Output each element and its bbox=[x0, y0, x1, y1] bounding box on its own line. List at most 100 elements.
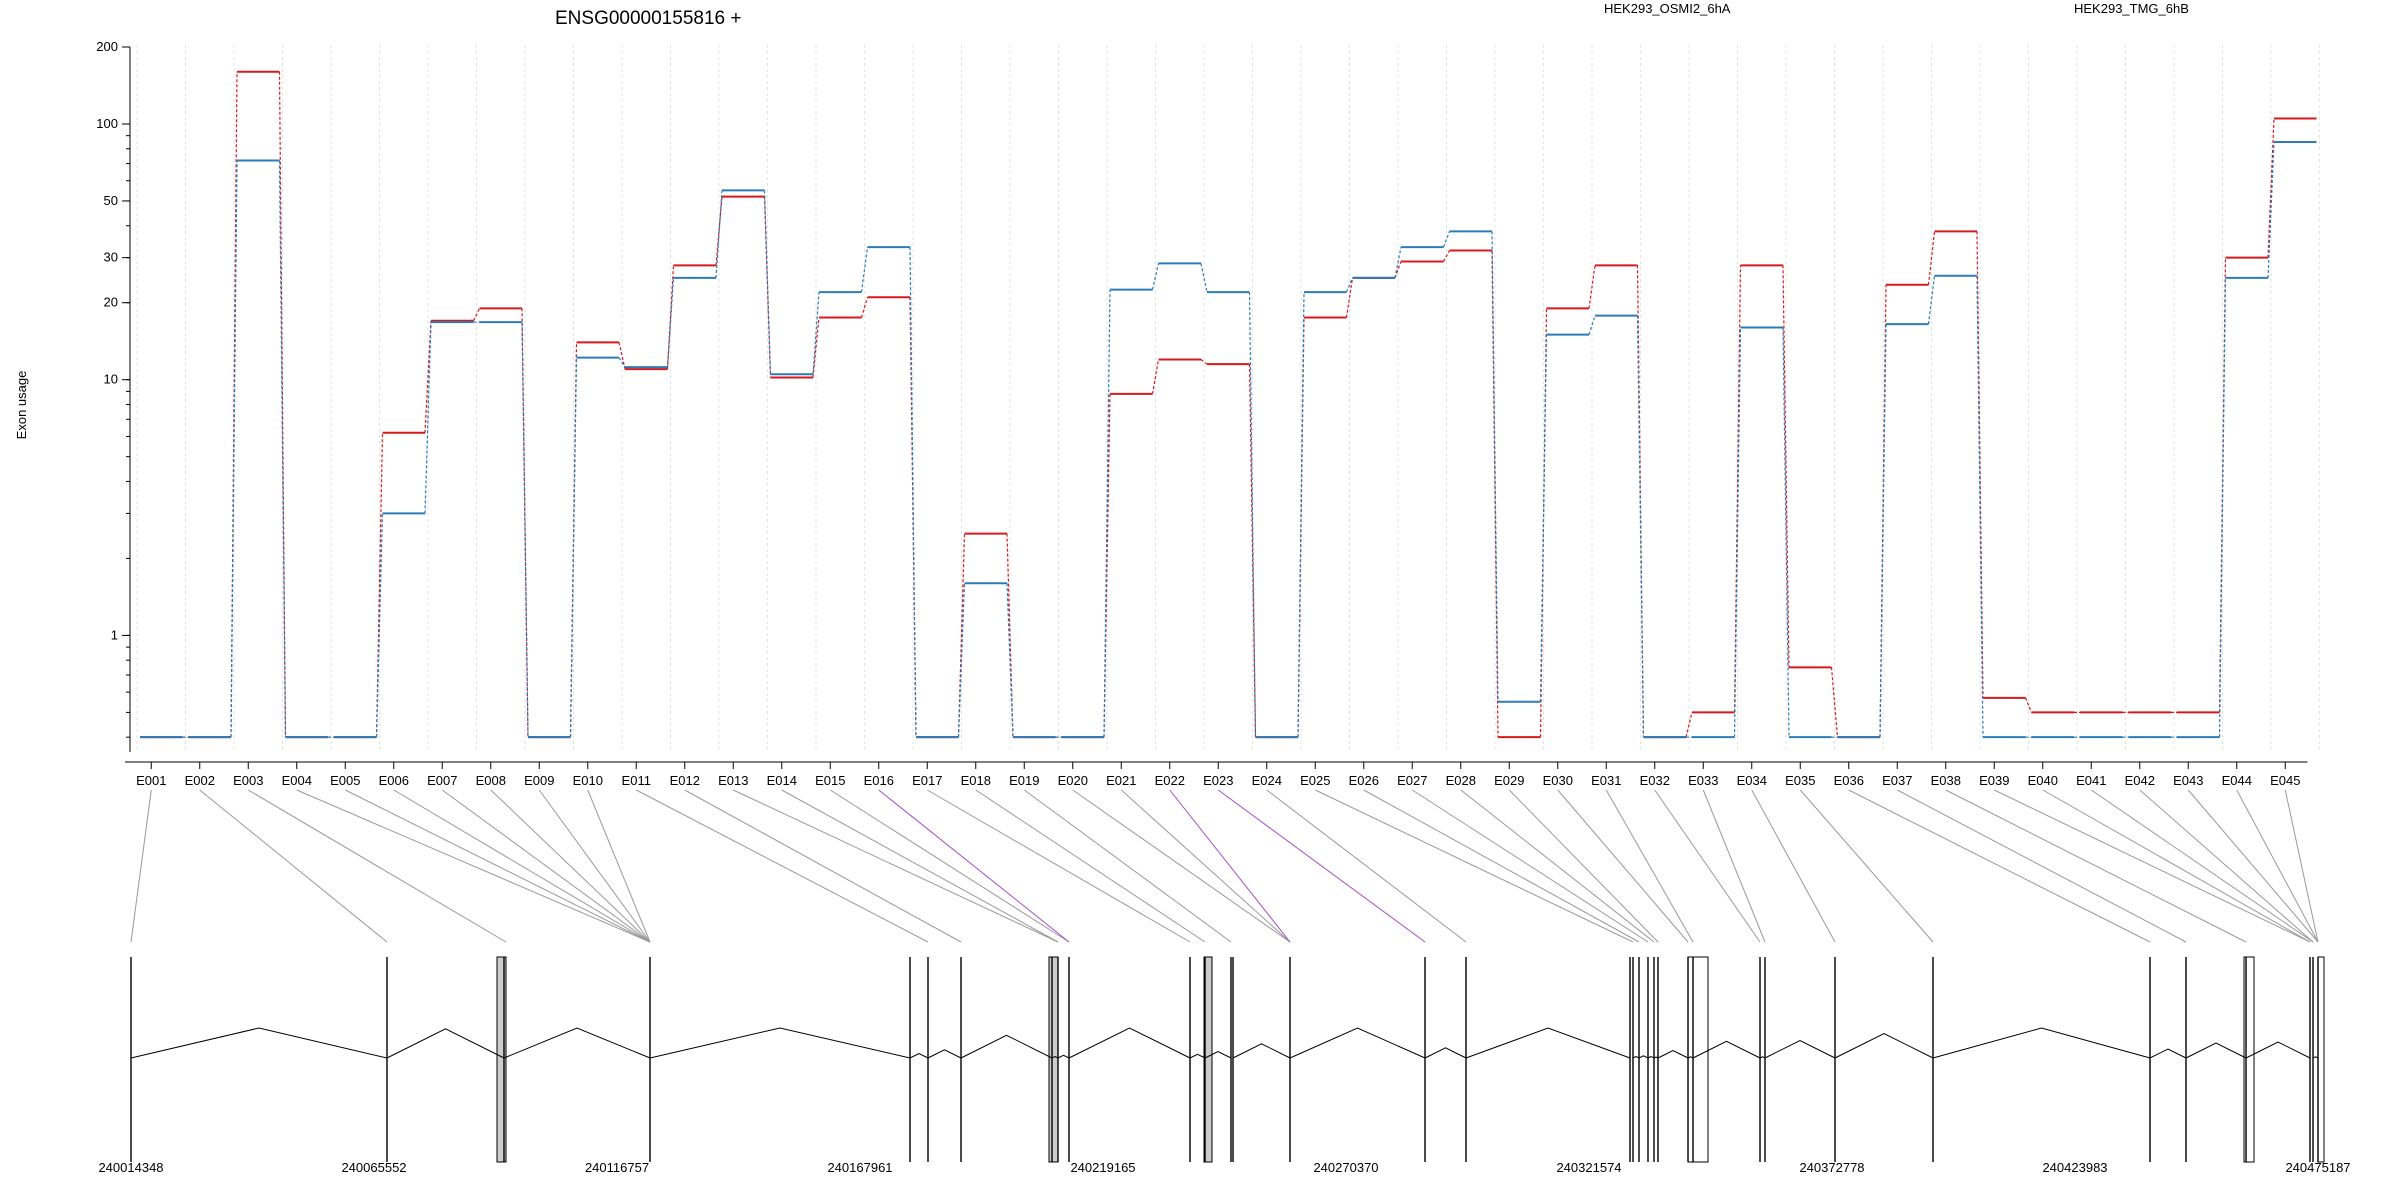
connector bbox=[1169, 789, 1291, 943]
transition bbox=[1782, 327, 1790, 738]
exon-block bbox=[1203, 956, 1213, 1163]
connector bbox=[1799, 789, 1934, 943]
x-tick-label: E033 bbox=[1688, 773, 1718, 788]
x-tick-label: E013 bbox=[718, 773, 748, 788]
connector bbox=[829, 789, 1070, 943]
transition bbox=[860, 247, 869, 293]
x-tick-label: E025 bbox=[1300, 773, 1330, 788]
chart-title: ENSG00000155816 + bbox=[555, 8, 741, 29]
connector bbox=[247, 789, 507, 943]
x-tick-label: E036 bbox=[1834, 773, 1864, 788]
intron-line bbox=[1687, 1056, 1694, 1059]
transition bbox=[1782, 265, 1790, 668]
connector bbox=[684, 789, 962, 943]
intron-line bbox=[386, 1028, 505, 1059]
x-tick-label: E004 bbox=[282, 773, 312, 788]
x-tick-label: E027 bbox=[1397, 773, 1427, 788]
connector bbox=[1751, 789, 1836, 943]
intron-line bbox=[649, 1027, 911, 1059]
connector bbox=[2187, 789, 2319, 943]
transition bbox=[278, 71, 287, 738]
connector bbox=[781, 789, 1059, 943]
connector bbox=[490, 789, 651, 943]
y-axis-label: Exon usage bbox=[14, 371, 29, 440]
intron-line bbox=[1647, 1055, 1655, 1059]
transition bbox=[1830, 667, 1839, 738]
intron-line bbox=[503, 1027, 651, 1059]
transition bbox=[1151, 359, 1160, 394]
x-tick-label: E018 bbox=[961, 773, 991, 788]
transition bbox=[763, 190, 772, 375]
x-tick-label: E007 bbox=[427, 773, 457, 788]
y-tick-label: 20 bbox=[104, 295, 118, 310]
genomic-tick-label: 240065552 bbox=[341, 1160, 406, 1175]
x-tick-label: E015 bbox=[815, 773, 845, 788]
transition bbox=[1976, 275, 1984, 738]
transition bbox=[521, 322, 529, 738]
x-tick-label: E006 bbox=[379, 773, 409, 788]
connector bbox=[587, 789, 651, 943]
x-tick-label: E021 bbox=[1106, 773, 1136, 788]
x-tick-label: E002 bbox=[185, 773, 215, 788]
x-tick-label: E038 bbox=[1931, 773, 1961, 788]
x-axis: E001 E002 E003 E004 E005 E006 E007 E008 E009 E010… bbox=[125, 761, 2308, 788]
connector bbox=[1654, 789, 1761, 943]
gene-model bbox=[130, 956, 2325, 1163]
x-tick-label: E014 bbox=[767, 773, 797, 788]
intron-line bbox=[1632, 1055, 1640, 1059]
connector bbox=[1994, 789, 2311, 943]
connector bbox=[538, 789, 651, 943]
connector bbox=[2090, 789, 2314, 943]
x-tick-label: E016 bbox=[864, 773, 894, 788]
transition bbox=[812, 292, 820, 375]
intron-line bbox=[1068, 1027, 1191, 1059]
x-tick-label: E041 bbox=[2076, 773, 2106, 788]
genomic-tick-label: 240372778 bbox=[1799, 1160, 1864, 1175]
intron-line bbox=[1057, 1054, 1070, 1059]
genomic-tick-label: 240321574 bbox=[1556, 1160, 1621, 1175]
connector bbox=[296, 789, 651, 943]
x-tick-label: E039 bbox=[1979, 773, 2009, 788]
y-axis: 1 10 20 30 50 100 200 bbox=[96, 39, 131, 752]
connector bbox=[2139, 789, 2314, 943]
connector bbox=[926, 789, 1191, 943]
x-tick-label: E030 bbox=[1543, 773, 1573, 788]
connector bbox=[199, 789, 388, 943]
x-tick-label: E011 bbox=[622, 773, 651, 788]
exon-connectors bbox=[130, 789, 2319, 943]
exon-block bbox=[1687, 956, 1709, 1163]
connector bbox=[1897, 789, 2187, 943]
x-tick-label: E032 bbox=[1640, 773, 1670, 788]
legend-item-tmg: HEK293_TMG_6hB bbox=[2074, 1, 2189, 16]
x-tick-label: E026 bbox=[1349, 773, 1379, 788]
y-tick-label: 1 bbox=[111, 627, 118, 642]
x-tick-label: E009 bbox=[524, 773, 554, 788]
transition bbox=[1248, 292, 1257, 738]
intron-line bbox=[2185, 1042, 2247, 1059]
transition bbox=[278, 160, 287, 738]
transition bbox=[1588, 265, 1596, 309]
intron-line bbox=[1759, 1056, 1766, 1059]
connector bbox=[975, 789, 1206, 943]
transition bbox=[424, 320, 432, 433]
transition bbox=[957, 583, 966, 738]
connector bbox=[2236, 789, 2319, 943]
y-tick-label: 10 bbox=[104, 372, 118, 387]
intron-line bbox=[927, 1049, 962, 1059]
exon-block bbox=[1048, 956, 1059, 1163]
connector bbox=[1363, 789, 1640, 943]
transition bbox=[1879, 324, 1887, 738]
x-tick-label: E045 bbox=[2270, 773, 2300, 788]
transition bbox=[2267, 142, 2275, 278]
intron-line bbox=[1653, 1056, 1659, 1059]
transition bbox=[1006, 533, 1014, 738]
legend-item-osmi2: HEK293_OSMI2_6hA bbox=[1604, 1, 1731, 16]
transition bbox=[618, 357, 626, 368]
connector bbox=[441, 789, 651, 943]
connector bbox=[2284, 789, 2319, 943]
intron-line bbox=[2245, 1041, 2311, 1059]
x-tick-label: E031 bbox=[1591, 773, 1621, 788]
transition bbox=[1200, 358, 1208, 365]
transition bbox=[1636, 315, 1645, 738]
